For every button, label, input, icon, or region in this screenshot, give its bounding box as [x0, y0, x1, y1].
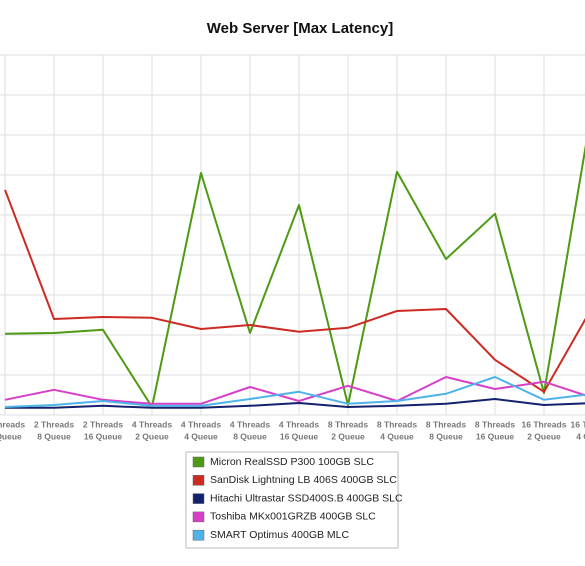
series-line	[4, 144, 585, 408]
legend-swatch	[192, 493, 205, 504]
series-line	[4, 376, 585, 408]
x-tick-label: 8 Queue	[429, 431, 463, 441]
legend-box	[185, 451, 399, 549]
chart-title: Web Server [Max Latency]	[207, 20, 393, 37]
series-line	[4, 189, 585, 393]
x-tick-label: 16 Threads	[522, 419, 567, 429]
x-tick-label: 16 Queue	[84, 431, 123, 441]
x-tick-label: 8 Threads	[475, 419, 515, 429]
x-tick-label: 8 Queue	[233, 431, 267, 441]
x-tick-label: 8 Queue	[37, 431, 71, 441]
x-tick-label: 4 Queue	[380, 431, 414, 441]
x-tick-label: 4 Threads	[230, 419, 270, 429]
x-tick-label: 4 Threads	[181, 419, 221, 429]
legend-label: Toshiba MKx001GRZB 400GB SLC	[210, 511, 376, 523]
series-line	[4, 376, 585, 405]
x-tick-label: 2 Queue	[527, 431, 561, 441]
legend-label: Hitachi Ultrastar SSD400S.B 400GB SLC	[210, 492, 403, 504]
legend-swatch	[192, 529, 205, 541]
x-tick-label: 2 Queue	[331, 431, 365, 441]
x-tick-label: 2 Threads	[34, 419, 74, 429]
x-tick-label: 2 Threads	[0, 419, 25, 429]
series-line	[5, 398, 585, 409]
legend-swatch	[192, 456, 205, 468]
x-tick-label: 4 Queue	[0, 431, 22, 441]
x-tick-label: 8 Threads	[328, 419, 368, 429]
legend-label: SanDisk Lightning LB 406S 400GB SLC	[210, 474, 397, 486]
x-tick-label: 4 Queue	[184, 431, 218, 441]
legend-swatch	[192, 511, 205, 523]
x-tick-label: 16 Queue	[476, 431, 515, 441]
x-tick-label: 8 Threads	[377, 419, 417, 429]
x-tick-label: 16 Threads	[571, 419, 585, 429]
x-tick-label: 4 Queue	[576, 431, 585, 441]
legend-swatch	[192, 475, 205, 486]
x-tick-label: 2 Queue	[135, 431, 169, 441]
x-tick-label: 4 Threads	[132, 419, 172, 429]
legend-label: SMART Optimus 400GB MLC	[210, 529, 349, 541]
x-tick-label: 2 Threads	[83, 419, 123, 429]
x-tick-label: 8 Threads	[426, 419, 466, 429]
legend-label: Micron RealSSD P300 100GB SLC	[210, 456, 374, 468]
x-tick-label: 4 Threads	[279, 419, 319, 429]
x-tick-label: 16 Queue	[280, 431, 319, 441]
